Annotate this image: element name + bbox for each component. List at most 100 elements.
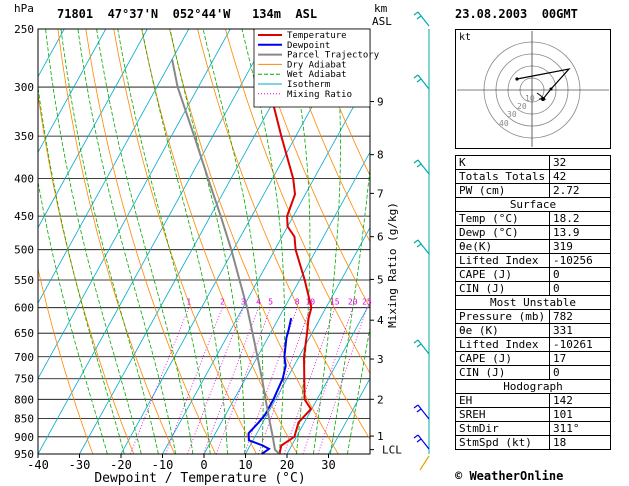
isotherm [38, 29, 231, 380]
mixing-ratio-line [187, 307, 244, 454]
hodo-row: EH 142 [455, 393, 611, 408]
wet-adiabat [60, 29, 159, 454]
surface-row: Lifted Index -10256 [455, 253, 611, 268]
km-tick-label: 2 [377, 393, 384, 406]
legend-label: Dry Adiabat [287, 60, 347, 70]
km-tick-label: 7 [377, 187, 384, 200]
index-value: 311° [549, 421, 611, 436]
mixing-ratio-line [244, 307, 298, 454]
copyright: © WeatherOnline [455, 469, 564, 483]
wet-adiabat [313, 29, 341, 454]
index-value: 101 [549, 407, 611, 422]
pressure-tick-label: 600 [14, 302, 34, 315]
section-title: Surface [455, 197, 611, 212]
dry-adiabat [616, 29, 629, 454]
lcl-label: LCL [382, 444, 402, 457]
wet-adiabat [202, 29, 264, 454]
index-label: Pressure (mb) [455, 309, 550, 324]
dry-adiabat [280, 29, 370, 243]
isotherm [38, 29, 273, 454]
pressure-tick-label: 650 [14, 327, 34, 340]
wet-adiabat [286, 29, 311, 454]
index-value: 0 [549, 365, 611, 380]
index-value: 17 [549, 351, 611, 366]
index-value: 142 [549, 393, 611, 408]
pressure-tick-label: 300 [14, 81, 34, 94]
index-value: 18.2 [549, 211, 611, 226]
legend-label: Wet Adiabat [287, 70, 347, 80]
hodograph-ring-label: 20 [517, 102, 527, 111]
dry-adiabat [197, 29, 370, 441]
index-value: -10261 [549, 337, 611, 352]
index-value: 0 [549, 267, 611, 282]
index-row: Totals Totals 42 [455, 169, 611, 184]
mixing-ratio-line [283, 307, 336, 454]
isotherm [328, 377, 370, 454]
unstable-row: CIN (J) 0 [455, 365, 611, 380]
wet-adiabat [45, 29, 142, 454]
temp-tick-label: 20 [280, 458, 294, 472]
mixing-ratio-label: 3 [241, 298, 246, 307]
hodograph-ring-label: 30 [507, 110, 517, 119]
mixing-ratio-line [165, 307, 223, 454]
hodograph-ring-label: 10 [525, 94, 535, 103]
surface-row: CAPE (J) 0 [455, 267, 611, 282]
hodo-row: StmDir 311° [455, 421, 611, 436]
wind-barb [413, 404, 430, 420]
km-tick-label: 9 [377, 96, 384, 109]
surface-row: Temp (°C) 18.2 [455, 211, 611, 226]
index-label: θe(K) [455, 239, 550, 254]
mixing-ratio-label: 4 [256, 298, 261, 307]
index-label: EH [455, 393, 550, 408]
pressure-tick-label: 350 [14, 130, 34, 143]
mixing-ratio-line [216, 307, 272, 454]
index-label: CIN (J) [455, 365, 550, 380]
wind-barb [413, 339, 430, 355]
wind-barb [413, 239, 430, 255]
mixing-ratio-line [317, 307, 368, 454]
dry-adiabat [38, 267, 94, 454]
index-value: 782 [549, 309, 611, 324]
legend-label: Temperature [287, 31, 347, 41]
indices-table: K 32 Totals Totals 42 PW (cm) 2.72 Surface Temp… [455, 155, 611, 450]
dry-adiabat [225, 29, 370, 375]
dry-adiabat [38, 91, 135, 454]
wind-barb [413, 434, 430, 450]
temp-tick-label: -30 [69, 458, 91, 472]
unstable-row: Pressure (mb) 782 [455, 309, 611, 324]
unstable-row: Lifted Index -10261 [455, 337, 611, 352]
wet-adiabat [38, 179, 108, 454]
dry-adiabat [169, 29, 339, 454]
index-label: PW (cm) [455, 183, 550, 198]
temperature-line [256, 29, 313, 454]
index-value: 13.9 [549, 225, 611, 240]
index-label: CAPE (J) [455, 351, 550, 366]
wind-barb [413, 159, 430, 175]
surface-row: CIN (J) 0 [455, 281, 611, 296]
temp-tick-label: -10 [152, 458, 174, 472]
index-label: θe (K) [455, 323, 550, 338]
mixing-ratio-label: 20 [348, 298, 358, 307]
pressure-tick-label: 950 [14, 448, 34, 461]
wind-barb [413, 74, 430, 90]
index-label: Dewp (°C) [455, 225, 550, 240]
datetime: 23.08.2003 00GMT [455, 7, 578, 21]
asl-unit-label: ASL [372, 15, 392, 28]
wet-adiabat [141, 29, 228, 454]
dry-adiabat [113, 29, 257, 454]
dry-adiabat [141, 29, 298, 454]
legend-label: Isotherm [287, 80, 330, 90]
pressure-tick-label: 800 [14, 393, 34, 406]
pressure-tick-label: 250 [14, 23, 34, 36]
unstable-row: θe (K) 331 [455, 323, 611, 338]
isotherm [245, 226, 370, 454]
surface-section: Surface [455, 197, 611, 212]
km-tick-label: 4 [377, 314, 384, 327]
legend-label: Parcel Trajectory [287, 51, 380, 61]
index-label: CAPE (J) [455, 267, 550, 282]
isotherm [38, 29, 190, 304]
isotherm [38, 29, 107, 154]
dewpoint-line [247, 317, 293, 454]
index-label: Totals Totals [455, 169, 550, 184]
